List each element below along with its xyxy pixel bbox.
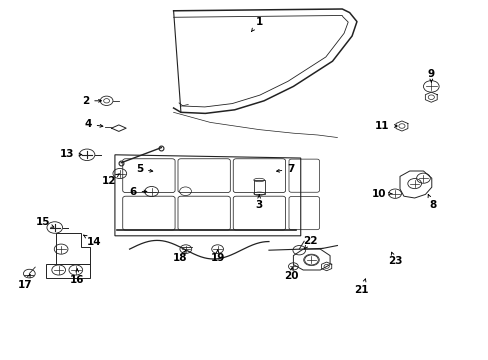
Text: 9: 9 <box>427 69 434 82</box>
Text: 20: 20 <box>283 267 298 282</box>
Bar <box>253 180 264 194</box>
Text: 5: 5 <box>136 164 152 174</box>
Text: 16: 16 <box>70 269 84 285</box>
Polygon shape <box>111 125 126 131</box>
Text: 15: 15 <box>36 217 54 228</box>
Text: 21: 21 <box>354 279 368 295</box>
Text: 1: 1 <box>251 17 262 32</box>
Text: 6: 6 <box>129 186 146 197</box>
Text: 7: 7 <box>276 164 294 174</box>
Text: 3: 3 <box>255 195 262 210</box>
Text: 12: 12 <box>102 174 119 186</box>
Text: 19: 19 <box>210 250 224 264</box>
Text: 4: 4 <box>84 119 102 129</box>
Text: 8: 8 <box>427 194 435 210</box>
Text: 2: 2 <box>82 96 101 106</box>
Text: 22: 22 <box>303 236 317 249</box>
Text: 18: 18 <box>172 251 187 264</box>
Text: 11: 11 <box>374 121 396 131</box>
Text: 17: 17 <box>18 274 33 290</box>
Text: 14: 14 <box>83 235 101 247</box>
Text: 13: 13 <box>60 149 81 159</box>
Text: 10: 10 <box>371 189 391 199</box>
Text: 23: 23 <box>387 252 402 266</box>
